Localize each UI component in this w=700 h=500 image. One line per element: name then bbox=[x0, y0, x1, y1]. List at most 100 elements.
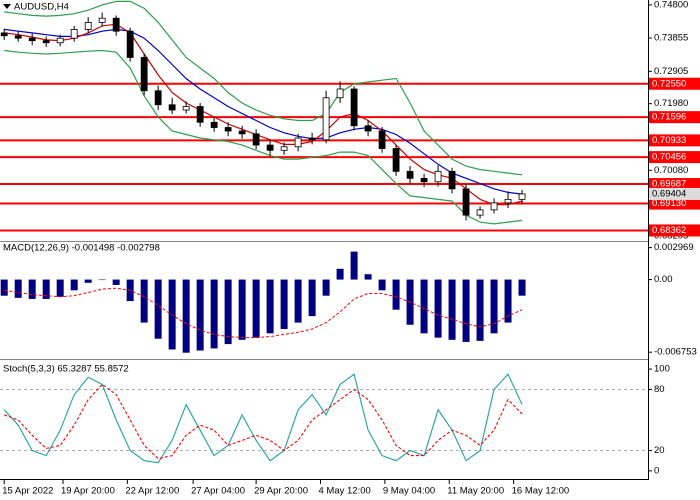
level-label-box bbox=[649, 197, 700, 210]
macd-bar bbox=[154, 279, 162, 339]
macd-bar bbox=[420, 279, 428, 334]
candle-body bbox=[182, 106, 190, 111]
x-tick-label: 27 Apr 04:00 bbox=[191, 486, 245, 497]
candle-body bbox=[98, 17, 106, 23]
candle-body bbox=[476, 209, 484, 216]
candle-body bbox=[462, 188, 470, 216]
candle-body bbox=[378, 130, 386, 149]
menu-arrow bbox=[3, 4, 11, 9]
candle-body bbox=[238, 130, 246, 135]
level-label-box bbox=[649, 77, 700, 90]
x-tick-label: 19 Apr 20:00 bbox=[61, 486, 115, 497]
candle-body bbox=[364, 125, 372, 132]
y-tick-label: 20 bbox=[654, 445, 665, 456]
macd-title: MACD(12,26,9) -0.001498 -0.002798 bbox=[3, 243, 160, 254]
level-label: 0.68362 bbox=[652, 225, 686, 236]
stoch-title: Stoch(5,3,3) 65.3287 55.8572 bbox=[3, 364, 129, 375]
macd-bar bbox=[140, 279, 148, 323]
macd-bar bbox=[462, 279, 470, 342]
x-tick-label: 15 Apr 2022 bbox=[2, 486, 53, 497]
macd-bar bbox=[210, 279, 218, 349]
y-tick-label: 0.71980 bbox=[654, 98, 688, 109]
candle-body bbox=[308, 137, 316, 141]
macd-bar bbox=[476, 279, 484, 341]
macd-bar bbox=[490, 279, 498, 334]
macd-bar bbox=[448, 279, 456, 340]
indicator-line bbox=[4, 0, 523, 176]
candle-body bbox=[196, 106, 204, 123]
y-tick-label: 0.70080 bbox=[654, 165, 688, 176]
candle-body bbox=[266, 144, 274, 151]
macd-bar bbox=[70, 279, 78, 291]
macd-bar bbox=[280, 279, 288, 330]
chart-title: AUDUSD,H4 bbox=[14, 2, 69, 13]
candle-body bbox=[406, 170, 414, 179]
level-label: 0.71596 bbox=[652, 112, 686, 123]
macd-bar bbox=[224, 279, 232, 345]
candle-body bbox=[490, 202, 498, 211]
macd-bar bbox=[98, 279, 106, 281]
y-tick-label: 100 bbox=[654, 364, 670, 375]
stoch-line bbox=[3, 373, 523, 464]
candle-body bbox=[224, 127, 232, 132]
candle-body bbox=[322, 97, 330, 141]
candle-body bbox=[210, 121, 218, 128]
x-tick-label: 29 Apr 20:00 bbox=[254, 486, 308, 497]
macd-bar bbox=[28, 279, 36, 299]
macd-bar bbox=[112, 279, 120, 285]
macd-bar bbox=[378, 279, 386, 291]
x-tick-label: 22 Apr 12:00 bbox=[125, 486, 179, 497]
candle-body bbox=[28, 37, 36, 42]
stoch-line bbox=[4, 383, 523, 460]
macd-bar bbox=[56, 279, 64, 297]
indicator-line bbox=[4, 28, 523, 195]
x-tick-label: 11 May 20:00 bbox=[447, 486, 504, 497]
candle-body bbox=[84, 22, 92, 30]
macd-bar bbox=[322, 279, 330, 296]
x-tick-label: 4 May 12:00 bbox=[319, 486, 371, 497]
macd-bar bbox=[168, 279, 176, 350]
macd-bar bbox=[84, 279, 92, 283]
y-tick-label: 0.002969 bbox=[654, 242, 694, 253]
candle-body bbox=[112, 17, 120, 32]
candle-body bbox=[42, 40, 50, 44]
level-label-box bbox=[649, 111, 700, 124]
candle-body bbox=[252, 133, 260, 146]
candle-body bbox=[14, 35, 22, 39]
macd-bar bbox=[518, 279, 526, 296]
macd-bar bbox=[294, 279, 302, 323]
macd-bar bbox=[308, 279, 316, 317]
y-tick-label: 0.74800 bbox=[654, 0, 688, 10]
signal-line bbox=[4, 287, 523, 339]
candle-body bbox=[420, 177, 428, 183]
macd-bar bbox=[504, 279, 512, 323]
macd-bar bbox=[252, 279, 260, 338]
level-label: 0.69130 bbox=[652, 198, 686, 209]
level-label: 0.70456 bbox=[652, 152, 686, 163]
level-label: 0.72550 bbox=[652, 78, 686, 89]
level-label-box bbox=[649, 151, 700, 164]
candle-body bbox=[294, 137, 302, 148]
candle-body bbox=[56, 37, 64, 44]
y-tick-label: 0.00 bbox=[654, 274, 673, 285]
level-label-box bbox=[649, 134, 700, 147]
candle-body bbox=[168, 104, 176, 111]
candle-body bbox=[392, 148, 400, 172]
candle-body bbox=[504, 198, 512, 204]
level-label-box bbox=[649, 178, 700, 191]
level-label: 0.70933 bbox=[652, 135, 686, 146]
y-tick-label: -0.006753 bbox=[654, 347, 697, 358]
macd-bar bbox=[0, 279, 8, 296]
candle-body bbox=[336, 88, 344, 99]
macd-bar bbox=[434, 279, 442, 338]
candle-body bbox=[448, 170, 456, 190]
y-tick-label: 0.72905 bbox=[654, 66, 688, 77]
candle-body bbox=[154, 90, 162, 106]
indicator-line bbox=[4, 49, 523, 225]
candle-body bbox=[0, 32, 8, 37]
candle-body bbox=[280, 146, 288, 151]
level-label-box bbox=[649, 224, 700, 237]
macd-bar bbox=[14, 279, 22, 298]
